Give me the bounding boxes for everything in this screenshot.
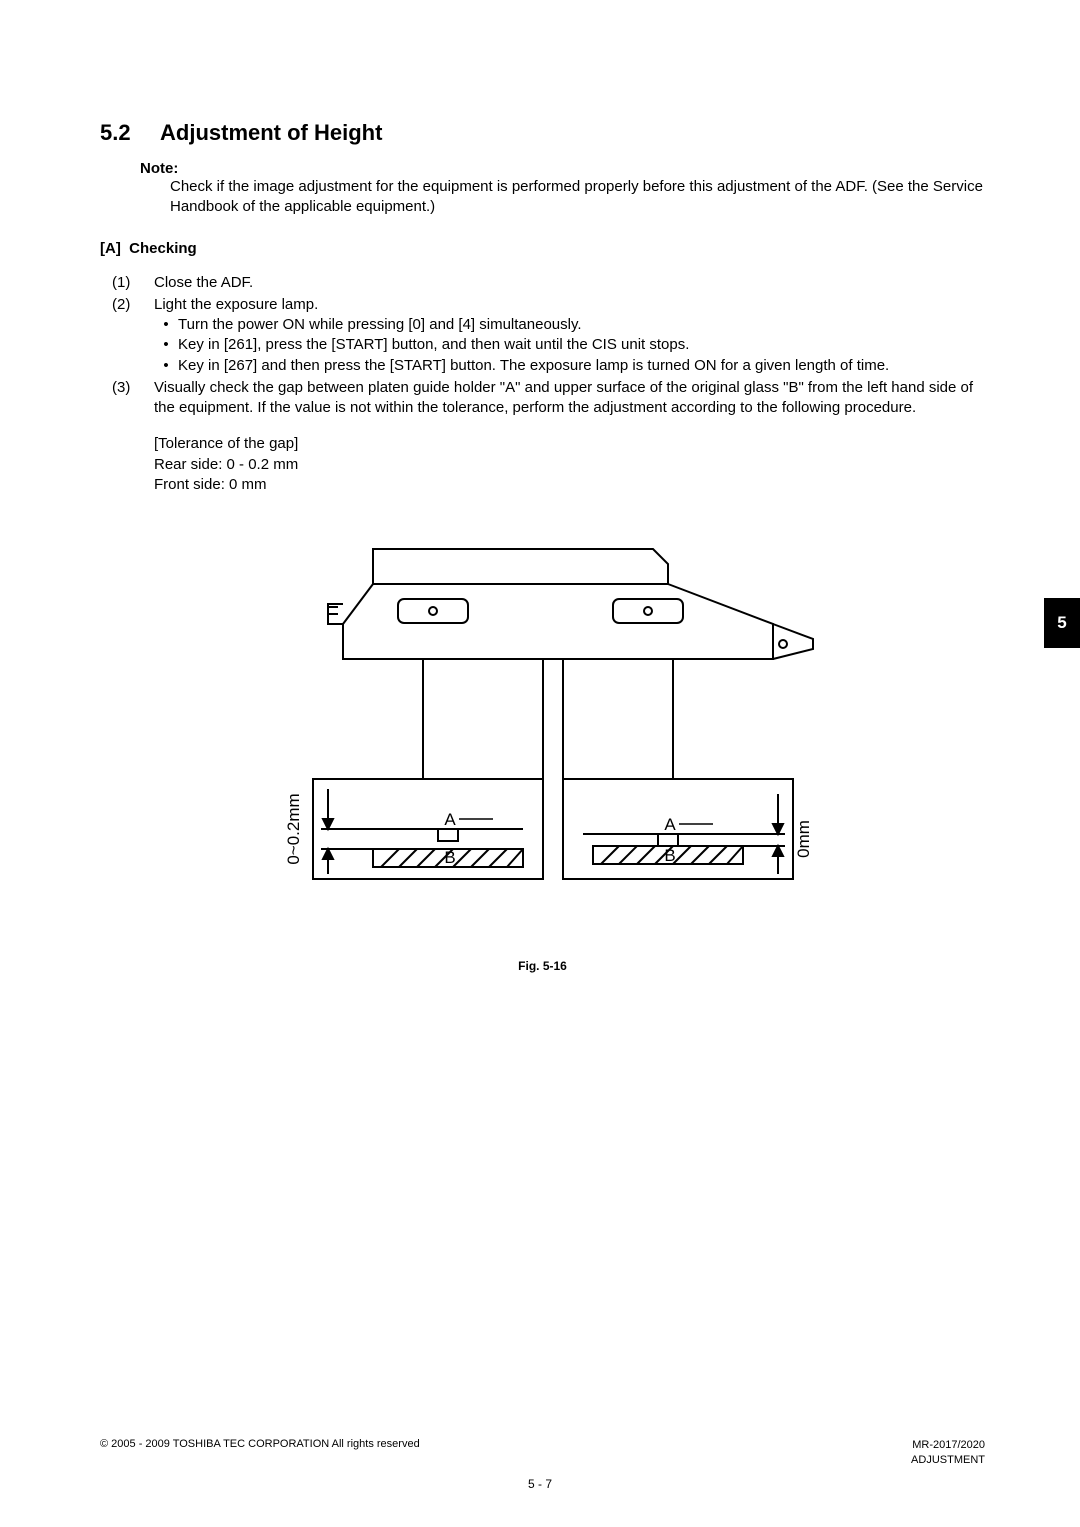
step-2-b3-text: Key in [267] and then press the [START] … bbox=[178, 356, 985, 376]
step-2-body: Light the exposure lamp. • Turn the powe… bbox=[154, 295, 985, 376]
right-B-label: B bbox=[664, 846, 675, 865]
adf-diagram: 0~0.2mm A B bbox=[213, 529, 873, 949]
page: 5.2Adjustment of Height Note: Check if t… bbox=[0, 0, 1080, 973]
step-2-bullet-2: • Key in [261], press the [START] button… bbox=[154, 335, 985, 355]
step-2-b1-text: Turn the power ON while pressing [0] and… bbox=[178, 315, 985, 335]
step-3-num: (3) bbox=[112, 378, 154, 419]
bullet-dot: • bbox=[154, 315, 178, 335]
bullet-dot: • bbox=[154, 356, 178, 376]
steps-list: (1) Close the ADF. (2) Light the exposur… bbox=[112, 273, 985, 419]
step-1-num: (1) bbox=[112, 273, 154, 293]
footer-section-name: ADJUSTMENT bbox=[911, 1453, 985, 1467]
step-2-text: Light the exposure lamp. bbox=[154, 295, 985, 315]
note-label: Note: bbox=[140, 160, 985, 177]
note-text: Check if the image adjustment for the eq… bbox=[170, 177, 985, 218]
tolerance-front: Front side: 0 mm bbox=[154, 475, 985, 495]
section-title-text: Adjustment of Height bbox=[160, 120, 382, 145]
step-3-text: Visually check the gap between platen gu… bbox=[154, 378, 985, 419]
step-3: (3) Visually check the gap between plate… bbox=[112, 378, 985, 419]
step-2-num: (2) bbox=[112, 295, 154, 376]
tolerance-block: [Tolerance of the gap] Rear side: 0 - 0.… bbox=[154, 434, 985, 495]
step-2: (2) Light the exposure lamp. • Turn the … bbox=[112, 295, 985, 376]
tolerance-title: [Tolerance of the gap] bbox=[154, 434, 985, 454]
figure-caption: Fig. 5-16 bbox=[100, 959, 985, 973]
section-number: 5.2 bbox=[100, 120, 160, 146]
step-2-b2-text: Key in [261], press the [START] button, … bbox=[178, 335, 985, 355]
footer-copyright: © 2005 - 2009 TOSHIBA TEC CORPORATION Al… bbox=[100, 1438, 420, 1450]
section-heading: 5.2Adjustment of Height bbox=[100, 120, 985, 146]
page-number: 5 - 7 bbox=[0, 1477, 1080, 1491]
sub-a-label: [A] bbox=[100, 240, 121, 257]
step-2-bullet-1: • Turn the power ON while pressing [0] a… bbox=[154, 315, 985, 335]
footer: © 2005 - 2009 TOSHIBA TEC CORPORATION Al… bbox=[100, 1438, 985, 1467]
left-B-label: B bbox=[444, 848, 455, 867]
step-1: (1) Close the ADF. bbox=[112, 273, 985, 293]
figure: 0~0.2mm A B bbox=[100, 529, 985, 949]
sub-a-title: Checking bbox=[129, 240, 197, 257]
footer-model: MR-2017/2020 bbox=[911, 1438, 985, 1452]
bullet-dot: • bbox=[154, 335, 178, 355]
footer-right: MR-2017/2020 ADJUSTMENT bbox=[911, 1438, 985, 1467]
chapter-tab: 5 bbox=[1044, 598, 1080, 648]
note-block: Note: Check if the image adjustment for … bbox=[140, 160, 985, 218]
step-1-text: Close the ADF. bbox=[154, 273, 985, 293]
sub-heading-a: [A] Checking bbox=[100, 240, 985, 257]
step-2-bullet-3: • Key in [267] and then press the [START… bbox=[154, 356, 985, 376]
right-A-label: A bbox=[664, 815, 676, 834]
tolerance-rear: Rear side: 0 - 0.2 mm bbox=[154, 455, 985, 475]
left-A-label: A bbox=[444, 810, 456, 829]
right-gap-label: 0mm bbox=[794, 820, 813, 858]
left-gap-label: 0~0.2mm bbox=[284, 793, 303, 864]
